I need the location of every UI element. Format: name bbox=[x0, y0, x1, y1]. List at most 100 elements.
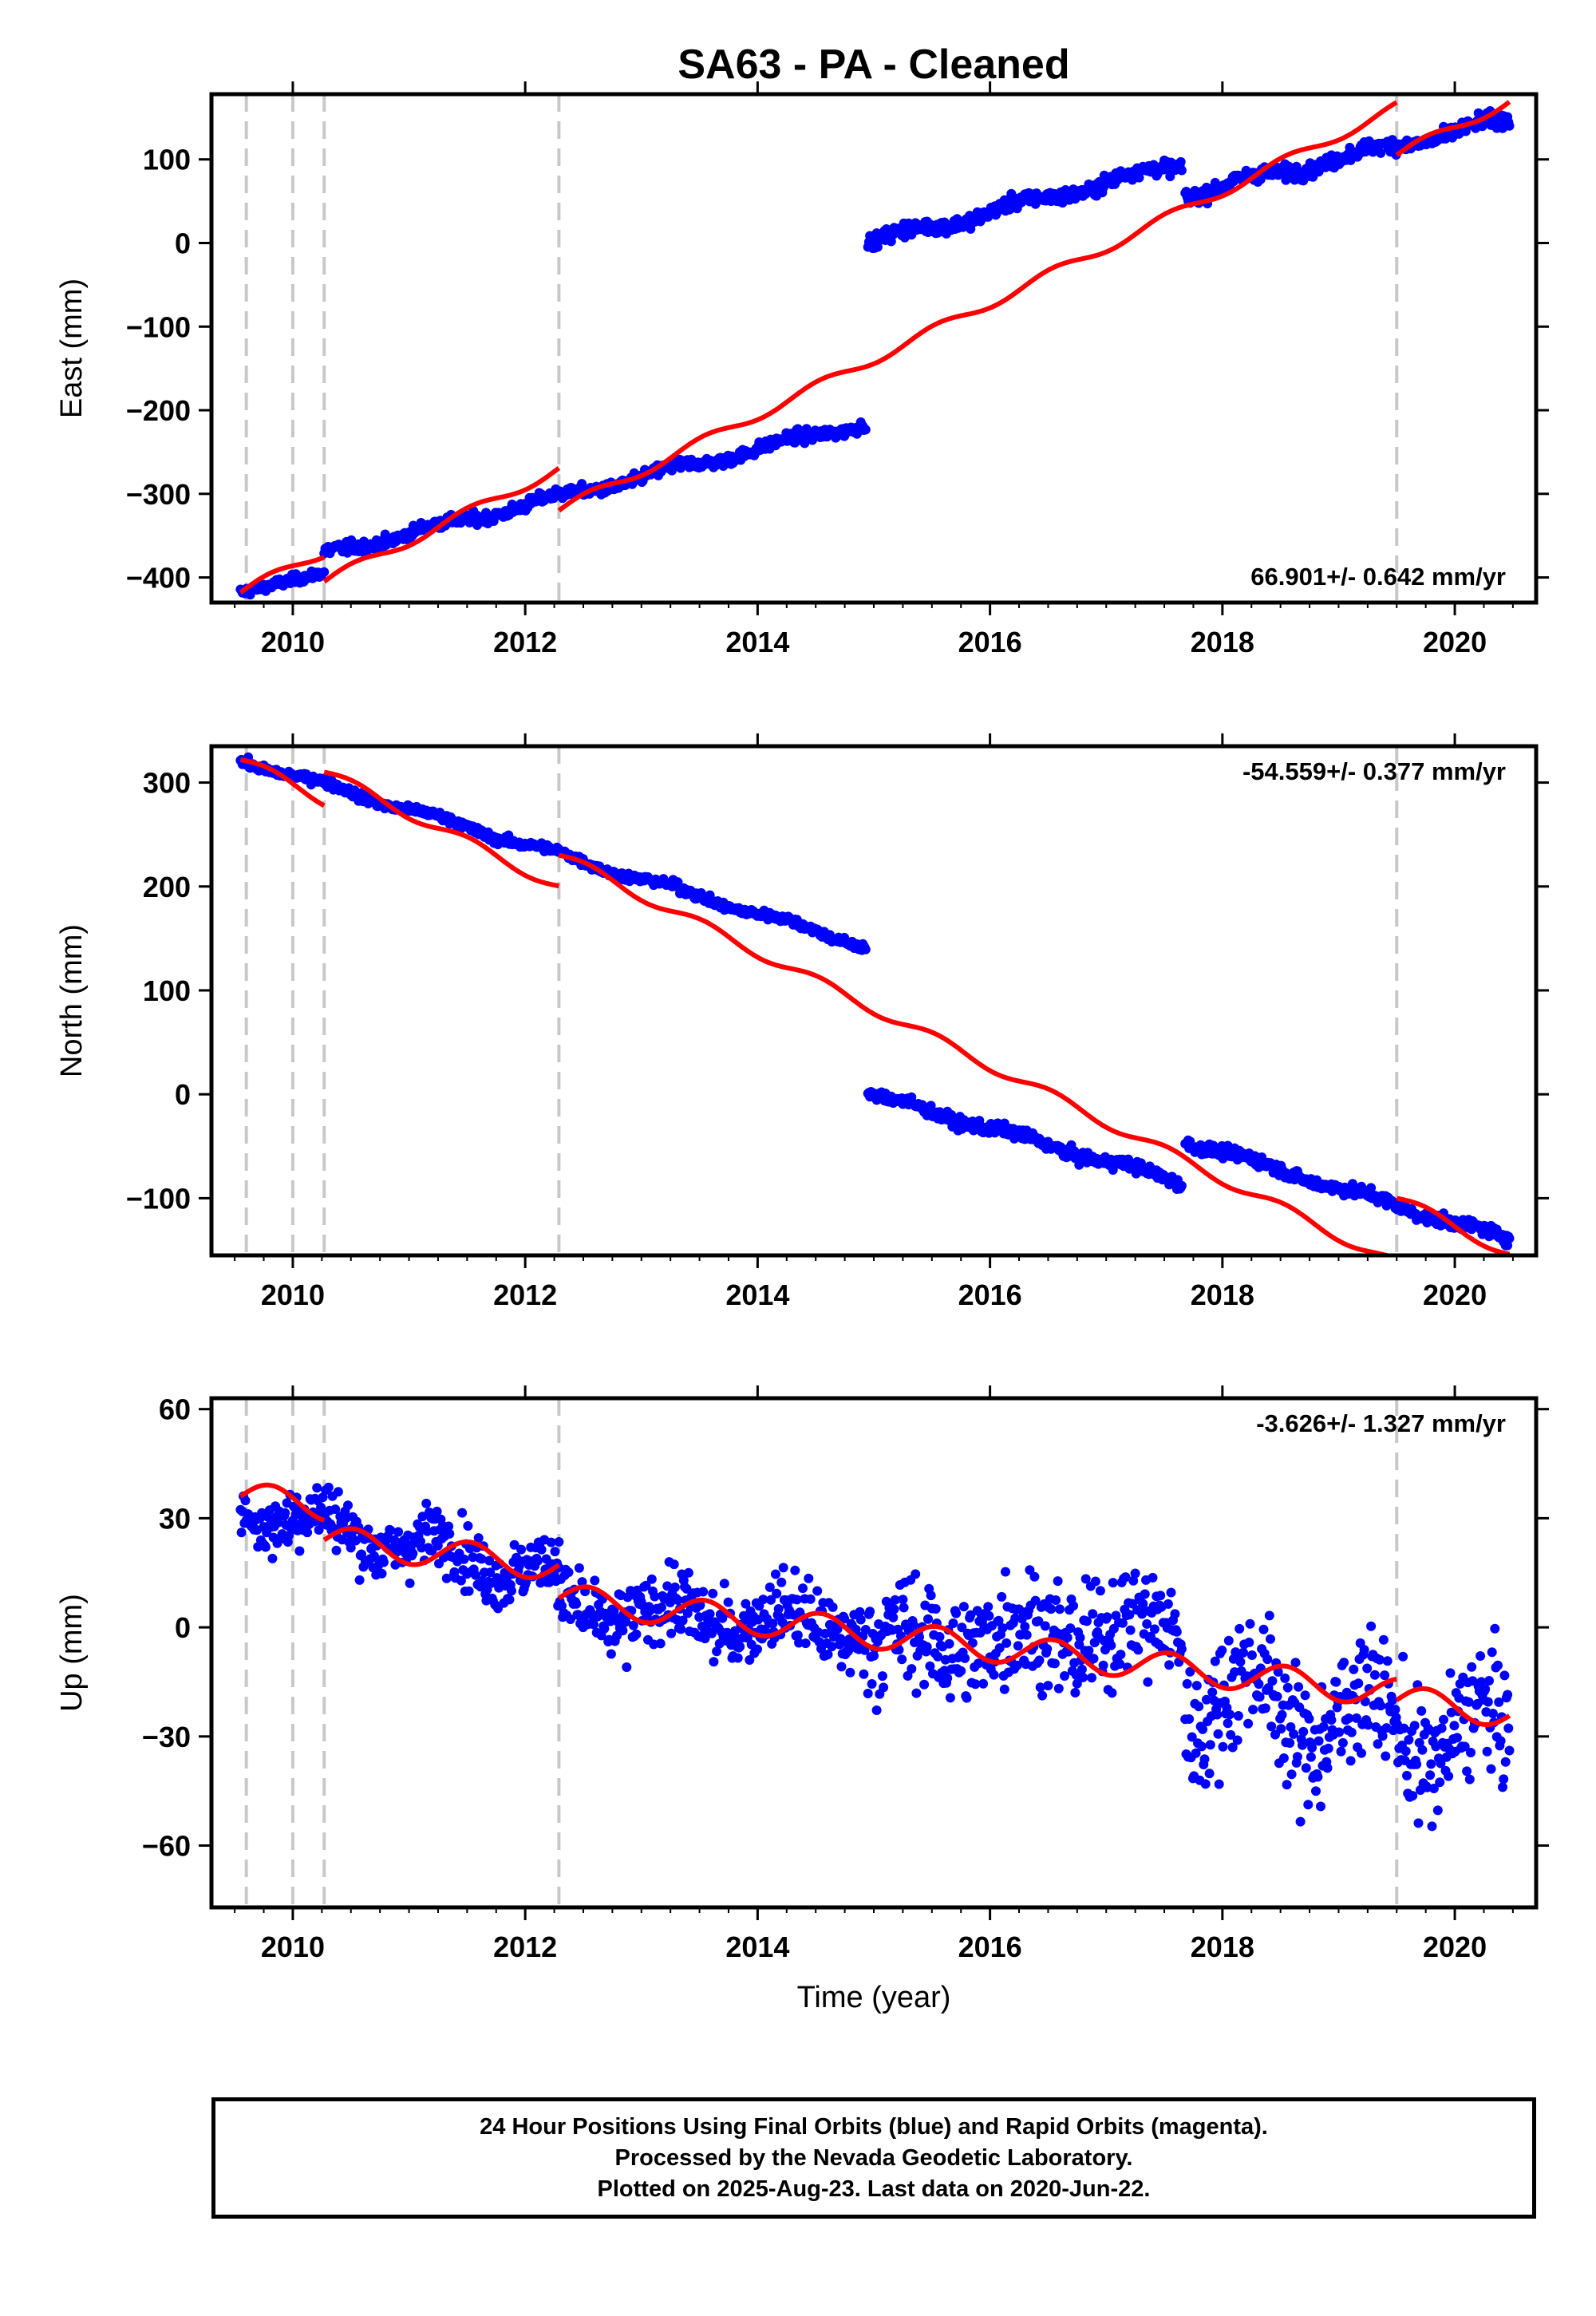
data-point bbox=[1175, 156, 1186, 167]
data-point bbox=[745, 1655, 755, 1665]
data-point bbox=[923, 1614, 933, 1624]
data-point bbox=[1267, 1676, 1278, 1686]
data-point bbox=[1464, 1697, 1474, 1707]
x-tick-label: 2012 bbox=[493, 1931, 557, 1963]
x-axis-label: Time (year) bbox=[797, 1981, 951, 2014]
data-point bbox=[676, 1624, 686, 1634]
y-axis-label: North (mm) bbox=[55, 924, 89, 1077]
data-point bbox=[805, 1594, 816, 1604]
data-point bbox=[1232, 1735, 1242, 1745]
data-point bbox=[1503, 1723, 1514, 1733]
y-tick-label: 0 bbox=[175, 1078, 191, 1111]
data-point bbox=[860, 425, 871, 435]
data-point bbox=[1176, 1180, 1187, 1191]
data-point bbox=[1191, 1681, 1202, 1691]
data-point bbox=[832, 1624, 843, 1634]
data-point bbox=[926, 1591, 936, 1601]
data-point bbox=[1280, 1673, 1290, 1683]
data-point bbox=[1238, 1647, 1248, 1658]
data-point bbox=[1254, 1679, 1264, 1690]
data-point bbox=[1140, 1589, 1150, 1599]
data-point bbox=[606, 1649, 616, 1659]
data-point bbox=[463, 1521, 473, 1531]
data-point bbox=[800, 1638, 811, 1649]
data-point bbox=[1432, 1805, 1443, 1816]
model-line bbox=[1395, 1686, 1511, 1727]
data-point bbox=[1107, 1688, 1117, 1698]
data-point bbox=[1380, 1670, 1390, 1681]
panels: 2010 2012 2014 2016 2018 2020−400−300−200−100… bbox=[55, 81, 1549, 1963]
data-point bbox=[1416, 1705, 1427, 1716]
data-point bbox=[1040, 1621, 1050, 1631]
data-point bbox=[1170, 1609, 1180, 1619]
data-point bbox=[994, 1615, 1004, 1626]
data-point bbox=[1381, 1751, 1391, 1761]
data-point bbox=[855, 1614, 866, 1625]
data-point bbox=[618, 1626, 628, 1636]
data-point bbox=[1366, 1183, 1377, 1193]
data-point bbox=[1398, 1651, 1408, 1662]
data-point bbox=[1176, 1644, 1187, 1654]
data-point bbox=[1490, 1623, 1500, 1634]
data-point bbox=[393, 1527, 404, 1537]
data-point bbox=[1362, 1663, 1373, 1674]
x-tick-label: 2014 bbox=[725, 626, 789, 658]
data-point bbox=[948, 1618, 958, 1628]
data-point bbox=[942, 1673, 953, 1683]
data-point bbox=[836, 1634, 846, 1644]
data-point bbox=[1013, 1641, 1023, 1651]
data-point bbox=[1295, 1816, 1306, 1827]
data-point bbox=[1462, 1766, 1472, 1777]
data-point bbox=[1282, 1682, 1293, 1693]
data-point bbox=[1034, 1655, 1045, 1666]
data-point bbox=[1499, 1670, 1510, 1681]
data-point bbox=[1088, 1609, 1098, 1619]
data-point bbox=[844, 1634, 855, 1644]
data-point bbox=[1130, 1568, 1140, 1579]
data-point bbox=[673, 1595, 683, 1605]
data-point bbox=[945, 1693, 955, 1703]
data-point bbox=[1413, 1818, 1424, 1828]
y-tick-label: −200 bbox=[126, 394, 191, 427]
data-point bbox=[1226, 1729, 1236, 1740]
data-point bbox=[1376, 148, 1386, 158]
data-point bbox=[507, 1586, 516, 1596]
data-point bbox=[323, 1482, 334, 1492]
data-point bbox=[708, 1588, 718, 1599]
data-point bbox=[859, 1669, 869, 1679]
data-point bbox=[1070, 1688, 1080, 1697]
data-point bbox=[1062, 1632, 1073, 1642]
data-point bbox=[346, 1543, 356, 1553]
model-line bbox=[1395, 100, 1511, 157]
data-point bbox=[1218, 1741, 1228, 1752]
data-point bbox=[1353, 1678, 1364, 1689]
data-point bbox=[922, 1642, 932, 1652]
data-point bbox=[1046, 1604, 1057, 1614]
data-point bbox=[753, 1644, 762, 1654]
data-point bbox=[827, 1642, 837, 1652]
data-point bbox=[405, 1578, 415, 1588]
data-point bbox=[1258, 1624, 1269, 1634]
data-point bbox=[1060, 1671, 1069, 1681]
data-point bbox=[1402, 1770, 1412, 1780]
data-point bbox=[879, 1682, 889, 1693]
data-point bbox=[1199, 1754, 1210, 1765]
data-point bbox=[1072, 1678, 1082, 1689]
data-point bbox=[377, 1568, 387, 1579]
data-point bbox=[733, 1653, 743, 1663]
data-point bbox=[421, 1498, 432, 1508]
data-point bbox=[333, 1487, 343, 1497]
data-point bbox=[1213, 1729, 1223, 1739]
data-point bbox=[1194, 1701, 1204, 1712]
data-point bbox=[911, 1688, 922, 1698]
data-point bbox=[302, 1528, 313, 1538]
data-point bbox=[1164, 1660, 1175, 1670]
data-point bbox=[719, 1579, 729, 1589]
data-point bbox=[709, 1657, 719, 1667]
data-point bbox=[1476, 1651, 1486, 1661]
data-point bbox=[1069, 1601, 1078, 1611]
data-point bbox=[563, 1567, 574, 1578]
x-tick-label: 2010 bbox=[261, 1931, 325, 1963]
data-point bbox=[1214, 1779, 1224, 1789]
